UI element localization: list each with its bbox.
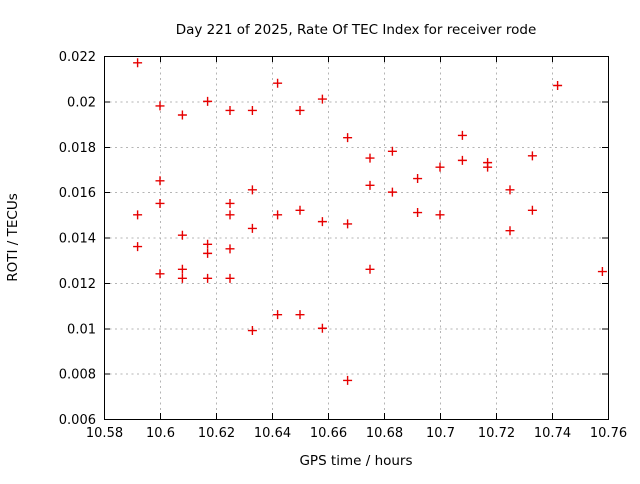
y-tick-label: 0.022 (59, 50, 96, 65)
y-tick-label: 0.01 (67, 322, 96, 337)
y-tick-label: 0.018 (59, 141, 96, 156)
data-point-marker (365, 153, 375, 163)
data-point-marker (177, 264, 187, 274)
data-point-marker (527, 151, 537, 161)
data-point-marker (203, 273, 213, 283)
y-tick-label: 0.006 (59, 413, 96, 428)
y-tick-label: 0.014 (59, 232, 96, 247)
data-point-marker (387, 187, 397, 197)
plot-frame (104, 56, 609, 420)
data-point-marker (225, 105, 235, 115)
x-tick-label: 10.58 (86, 426, 123, 441)
gridlines (104, 56, 608, 419)
x-tick-label: 10.66 (310, 426, 347, 441)
x-axis-label: GPS time / hours (299, 453, 412, 469)
data-point-marker (133, 58, 143, 68)
data-point-marker (343, 133, 353, 143)
data-point-marker (225, 198, 235, 208)
data-point-marker (273, 78, 283, 88)
data-point-marker (247, 105, 257, 115)
data-point-marker (365, 180, 375, 190)
data-point-marker (247, 223, 257, 233)
data-point-marker (273, 310, 283, 320)
data-point-marker (505, 185, 515, 195)
data-point-marker (203, 96, 213, 106)
data-point-marker (317, 94, 327, 104)
data-point-marker (483, 162, 493, 172)
data-point-marker (343, 219, 353, 229)
data-point-marker (247, 326, 257, 336)
tick-labels: 10.58 10.6 10.62 10.64 10.66 10.68 10.7 10.72 10… (59, 50, 627, 441)
data-point-marker (295, 105, 305, 115)
data-point-marker (225, 210, 235, 220)
x-tick-label: 10.6 (146, 426, 175, 441)
data-point-marker (365, 264, 375, 274)
data-point-marker (343, 375, 353, 385)
data-point-marker (435, 210, 445, 220)
y-tick-label: 0.016 (59, 186, 96, 201)
data-point-marker (295, 310, 305, 320)
data-point-marker (133, 242, 143, 252)
data-point-marker (457, 155, 467, 165)
x-tick-label: 10.68 (366, 426, 403, 441)
data-point-marker (177, 110, 187, 120)
data-point-marker (177, 230, 187, 240)
x-tick-label: 10.74 (534, 426, 571, 441)
data-point-marker (435, 162, 445, 172)
y-tick-label: 0.02 (67, 95, 96, 110)
data-point-marker (155, 176, 165, 186)
data-point-marker (225, 244, 235, 254)
data-point-marker (155, 101, 165, 111)
data-point-marker (527, 205, 537, 215)
data-point-marker (597, 267, 607, 277)
y-tick-label: 0.008 (59, 368, 96, 383)
data-point-marker (225, 273, 235, 283)
x-tick-label: 10.72 (478, 426, 515, 441)
data-point-marker (247, 185, 257, 195)
data-point-marker (457, 130, 467, 140)
data-point-marker (505, 226, 515, 236)
data-point-marker (317, 323, 327, 333)
y-axis-label: ROTI / TECUs (5, 193, 21, 281)
data-point-marker (155, 269, 165, 279)
data-point-marker (387, 146, 397, 156)
data-point-marker (155, 198, 165, 208)
data-point-marker (133, 210, 143, 220)
data-points (133, 58, 607, 385)
chart-title: Day 221 of 2025, Rate Of TEC Index for r… (176, 22, 537, 38)
y-tick-label: 0.012 (59, 277, 96, 292)
x-tick-label: 10.64 (254, 426, 291, 441)
data-point-marker (177, 273, 187, 283)
data-point-marker (203, 248, 213, 258)
x-tick-label: 10.7 (426, 426, 455, 441)
data-point-marker (295, 205, 305, 215)
x-tick-label: 10.62 (198, 426, 235, 441)
x-tick-label: 10.76 (590, 426, 627, 441)
data-point-marker (317, 217, 327, 227)
data-point-marker (553, 80, 563, 90)
data-point-marker (203, 239, 213, 249)
data-point-marker (273, 210, 283, 220)
data-point-marker (413, 174, 423, 184)
data-point-marker (413, 208, 423, 218)
